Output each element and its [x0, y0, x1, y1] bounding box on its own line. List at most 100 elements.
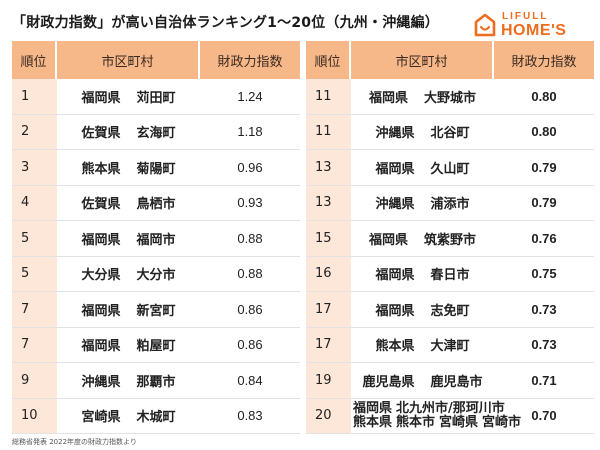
table-row: 1 福岡県 苅田町 1.24	[12, 79, 300, 115]
rank-cell: 13	[306, 185, 351, 221]
index-value: 0.79	[494, 186, 594, 221]
municipality-line: 熊本県 熊本市 宮崎県 宮崎市	[351, 414, 521, 430]
rank-cell: 7	[12, 327, 57, 363]
municipality-name: 大津町	[430, 339, 470, 355]
municipality-name: 春日市	[430, 268, 470, 284]
rank-cell: 5	[12, 221, 57, 257]
municipality-name: 玄海町	[136, 126, 176, 142]
prefecture-name: 佐賀県	[81, 197, 121, 213]
municipality-cell: 福岡県 苅田町	[57, 79, 200, 115]
prefecture-name: 佐賀県	[81, 126, 121, 142]
rank-cell: 5	[12, 256, 57, 292]
municipality-cell: 大分県 大分市	[57, 257, 200, 292]
municipality-name: 那覇市	[136, 374, 176, 390]
rank-cell: 19	[306, 363, 351, 399]
municipality-name: 鹿児島市	[430, 374, 483, 390]
index-value: 0.96	[200, 150, 300, 186]
municipality-cell: 福岡県 北九州市/那珂川市 熊本県 熊本市 宮崎県 宮崎市	[351, 399, 521, 434]
prefecture-name: 熊本県	[353, 414, 393, 430]
house-icon	[474, 13, 496, 37]
prefecture-name: 鹿児島県	[362, 374, 415, 390]
table-row: 3 熊本県 菊陽町 0.96	[12, 150, 300, 186]
municipality-name: 福岡市	[136, 232, 176, 248]
table-row: 2 佐賀県 玄海町 1.18	[12, 114, 300, 150]
municipality-cell: 福岡県 志免町	[351, 292, 494, 328]
municipality-cell: 福岡県 大野城市	[351, 79, 494, 115]
column-header-rank: 順位	[306, 41, 351, 79]
municipality-name: 久山町	[430, 161, 470, 177]
municipality-cell: 福岡県 春日市	[351, 257, 494, 292]
table-row: 4 佐賀県 鳥栖市 0.93	[12, 185, 300, 221]
column-header-index: 財政力指数	[200, 41, 300, 79]
municipality-cell: 宮崎県 木城町	[57, 399, 200, 434]
municipality-name: 菊陽町	[136, 161, 176, 177]
prefecture-name: 宮崎県	[81, 410, 121, 426]
municipality-name: 大分市	[136, 268, 176, 284]
table-row: 20 福岡県 北九州市/那珂川市 熊本県 熊本市 宮崎県 宮崎市 0.70	[306, 398, 594, 434]
prefecture-name: 大分県	[81, 268, 121, 284]
rank-cell: 11	[306, 79, 351, 115]
column-header-municipality: 市区町村	[351, 41, 494, 79]
prefecture-name: 福岡県	[375, 303, 415, 319]
table-row: 16 福岡県 春日市 0.75	[306, 256, 594, 292]
rank-cell: 9	[12, 363, 57, 399]
municipality-cell: 福岡県 久山町	[351, 150, 494, 186]
prefecture-name: 宮崎県	[439, 414, 479, 430]
rank-cell: 2	[12, 114, 57, 150]
column-header-index: 財政力指数	[494, 41, 594, 79]
prefecture-name: 福岡県	[375, 268, 415, 284]
prefecture-name: 福岡県	[368, 90, 408, 106]
index-value: 0.86	[200, 328, 300, 363]
municipality-cell: 鹿児島県 鹿児島市	[351, 363, 494, 399]
index-value: 0.86	[200, 292, 300, 328]
table-row: 10 宮崎県 木城町 0.83	[12, 398, 300, 434]
index-value: 0.88	[200, 221, 300, 257]
table-row: 7 福岡県 新宮町 0.86	[12, 292, 300, 328]
municipality-cell: 沖縄県 浦添市	[351, 186, 494, 221]
municipality-cell: 福岡県 福岡市	[57, 221, 200, 257]
ranking-table-right: 順位 市区町村 財政力指数 11 福岡県 大野城市 0.80 11 沖縄県 北谷町 0.80 1…	[306, 41, 594, 434]
logo-text-lifull: LIFULL	[502, 11, 549, 22]
municipality-cell: 福岡県 粕屋町	[57, 328, 200, 363]
prefecture-name: 熊本県	[375, 339, 415, 355]
rank-cell: 17	[306, 292, 351, 328]
ranking-table-left: 順位 市区町村 財政力指数 1 福岡県 苅田町 1.24 2 佐賀県 玄海町 1.18 3 熊本県…	[12, 41, 300, 434]
table-row: 7 福岡県 粕屋町 0.86	[12, 327, 300, 363]
column-header-municipality: 市区町村	[57, 41, 200, 79]
index-value: 0.83	[200, 399, 300, 434]
municipality-name: 苅田町	[136, 90, 176, 106]
index-value: 0.79	[494, 150, 594, 186]
municipality-name: 鳥栖市	[136, 197, 176, 213]
rank-cell: 1	[12, 79, 57, 115]
table-row: 17 福岡県 志免町 0.73	[306, 292, 594, 328]
table-row: 11 沖縄県 北谷町 0.80	[306, 114, 594, 150]
table-row: 15 福岡県 筑紫野市 0.76	[306, 221, 594, 257]
index-value: 0.73	[494, 292, 594, 328]
table-row: 5 大分県 大分市 0.88	[12, 256, 300, 292]
municipality-name: 志免町	[430, 303, 470, 319]
rank-cell: 11	[306, 114, 351, 150]
prefecture-name: 沖縄県	[81, 374, 121, 390]
lifull-homes-logo: LIFULL HOME'S	[474, 9, 586, 43]
index-value: 0.75	[494, 257, 594, 292]
municipality-name: 宮崎市	[482, 414, 522, 430]
prefecture-name: 福岡県	[81, 303, 121, 319]
municipality-name: 粕屋町	[136, 339, 176, 355]
prefecture-name: 福岡県	[81, 232, 121, 248]
municipality-name: 大野城市	[424, 90, 477, 106]
column-header-rank: 順位	[12, 41, 57, 79]
index-value: 1.18	[200, 115, 300, 150]
source-note: 総務省発表 2022年度の財政力指数より	[12, 438, 137, 446]
index-value: 0.88	[200, 257, 300, 292]
index-value: 0.73	[494, 328, 594, 363]
rank-cell: 4	[12, 185, 57, 221]
page-title: 「財政力指数」が高い自治体ランキング1〜20位（九州・沖縄編）	[12, 15, 440, 31]
prefecture-name: 福岡県	[81, 339, 121, 355]
index-value: 0.76	[494, 221, 594, 257]
prefecture-name: 沖縄県	[375, 126, 415, 142]
index-value: 1.24	[200, 79, 300, 115]
rank-cell: 3	[12, 150, 57, 186]
municipality-cell: 佐賀県 鳥栖市	[57, 186, 200, 221]
municipality-name: 浦添市	[430, 197, 470, 213]
municipality-name: 木城町	[136, 410, 176, 426]
